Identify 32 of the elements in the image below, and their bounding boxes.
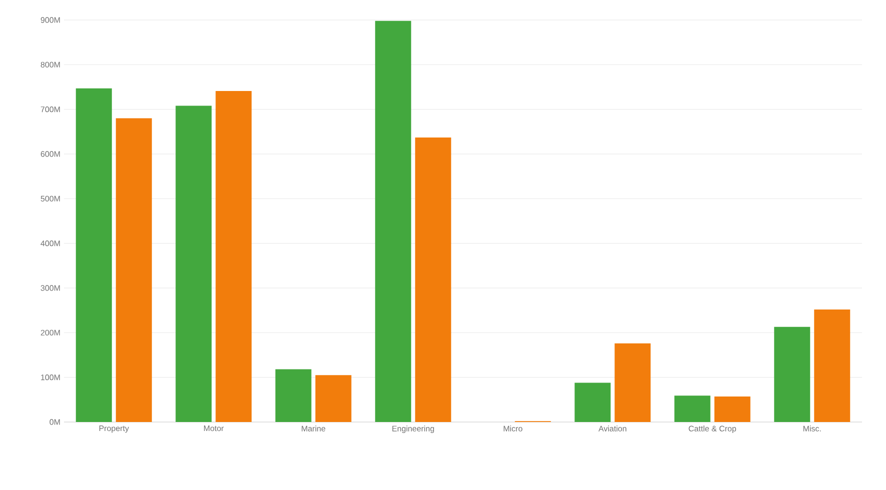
y-tick-label: 700M bbox=[40, 106, 60, 112]
bar bbox=[574, 382, 611, 422]
bar bbox=[176, 106, 212, 422]
x-tick-label: Property bbox=[99, 426, 129, 433]
x-tick-label: Engineering bbox=[392, 426, 434, 433]
y-tick-label: 400M bbox=[40, 240, 60, 246]
x-tick-label: Marine bbox=[302, 426, 326, 432]
bar bbox=[116, 118, 152, 422]
bar bbox=[415, 137, 452, 422]
bar bbox=[216, 91, 252, 422]
x-tick-label: Motor bbox=[204, 426, 224, 432]
y-tick-label: 500M bbox=[40, 196, 60, 202]
bar bbox=[315, 375, 352, 422]
x-tick-label: Aviation bbox=[598, 426, 626, 432]
bar bbox=[275, 369, 312, 422]
bar bbox=[714, 396, 750, 422]
x-tick-label: Misc. bbox=[803, 426, 821, 432]
y-tick-label: 900M bbox=[40, 17, 60, 23]
y-tick-label: 800M bbox=[40, 62, 60, 68]
bar bbox=[774, 326, 810, 422]
y-tick-label: 600M bbox=[40, 151, 60, 157]
bar bbox=[614, 343, 651, 422]
x-tick-label: Cattle & Crop bbox=[688, 426, 736, 433]
bar bbox=[674, 396, 710, 422]
y-tick-label: 200M bbox=[40, 330, 60, 336]
bar bbox=[814, 309, 850, 422]
y-tick-label: 0M bbox=[50, 419, 60, 425]
x-tick-label: Micro bbox=[504, 426, 522, 432]
bar bbox=[76, 88, 112, 422]
bar bbox=[375, 20, 412, 422]
y-tick-label: 100M bbox=[41, 374, 60, 380]
y-tick-label: 300M bbox=[40, 285, 60, 291]
